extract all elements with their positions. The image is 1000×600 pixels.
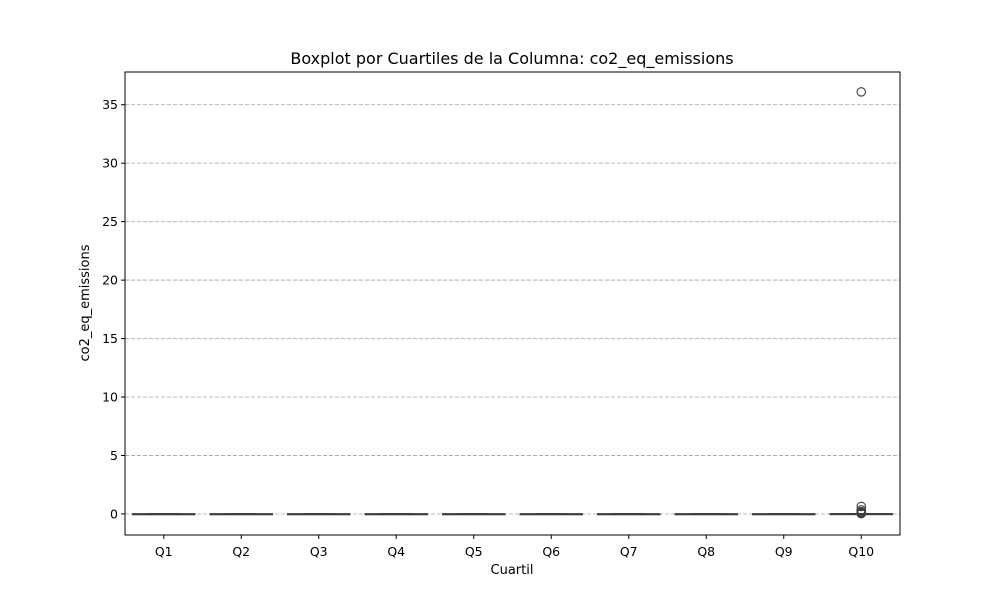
x-tick-label: Q1: [155, 544, 173, 559]
outlier-point: [856, 508, 866, 519]
box-q8: [674, 513, 738, 516]
y-tick-label: 5: [110, 448, 118, 463]
y-tick-label: 10: [102, 390, 118, 405]
x-tick-label: Q4: [387, 544, 405, 559]
y-axis-label: co2_eq_emissions: [78, 244, 93, 361]
box-q2: [209, 513, 273, 516]
y-tick-label: 20: [102, 273, 118, 288]
chart-title: Boxplot por Cuartiles de la Columna: co2…: [290, 49, 733, 69]
outlier-point: [856, 501, 866, 512]
box-q5: [442, 513, 506, 516]
x-tick-label: Q9: [775, 544, 793, 559]
y-tick-label: 0: [110, 506, 118, 521]
grid-lines: [125, 104, 900, 515]
box-q9: [752, 513, 816, 516]
y-tick-label: 25: [102, 214, 118, 229]
box-q4: [364, 513, 428, 516]
y-tick-label: 35: [102, 97, 118, 112]
box-q6: [519, 513, 583, 516]
x-tick-label: Q6: [542, 544, 560, 559]
x-axis-ticks: Q1 Q2 Q3 Q4 Q5 Q6 Q7 Q8 Q9 Q10: [155, 535, 874, 559]
x-tick-label: Q5: [465, 544, 483, 559]
x-tick-label: Q2: [232, 544, 250, 559]
x-tick-label: Q7: [620, 544, 638, 559]
x-tick-label: Q8: [697, 544, 715, 559]
plot-frame: [124, 71, 901, 536]
x-tick-label: Q3: [310, 544, 328, 559]
box-q1: [132, 513, 196, 516]
y-tick-label: 15: [102, 331, 118, 346]
outlier-point: [856, 87, 866, 97]
y-axis-ticks: 0 5 10 15 20 25 30 35: [102, 97, 125, 521]
y-tick-label: 30: [102, 156, 118, 171]
x-axis-label: Cuartil: [491, 563, 534, 578]
box-q3: [287, 513, 351, 516]
x-tick-label: Q10: [848, 544, 874, 559]
box-q10: [829, 87, 893, 519]
box-layer: [132, 87, 893, 519]
box-q7: [597, 513, 661, 516]
